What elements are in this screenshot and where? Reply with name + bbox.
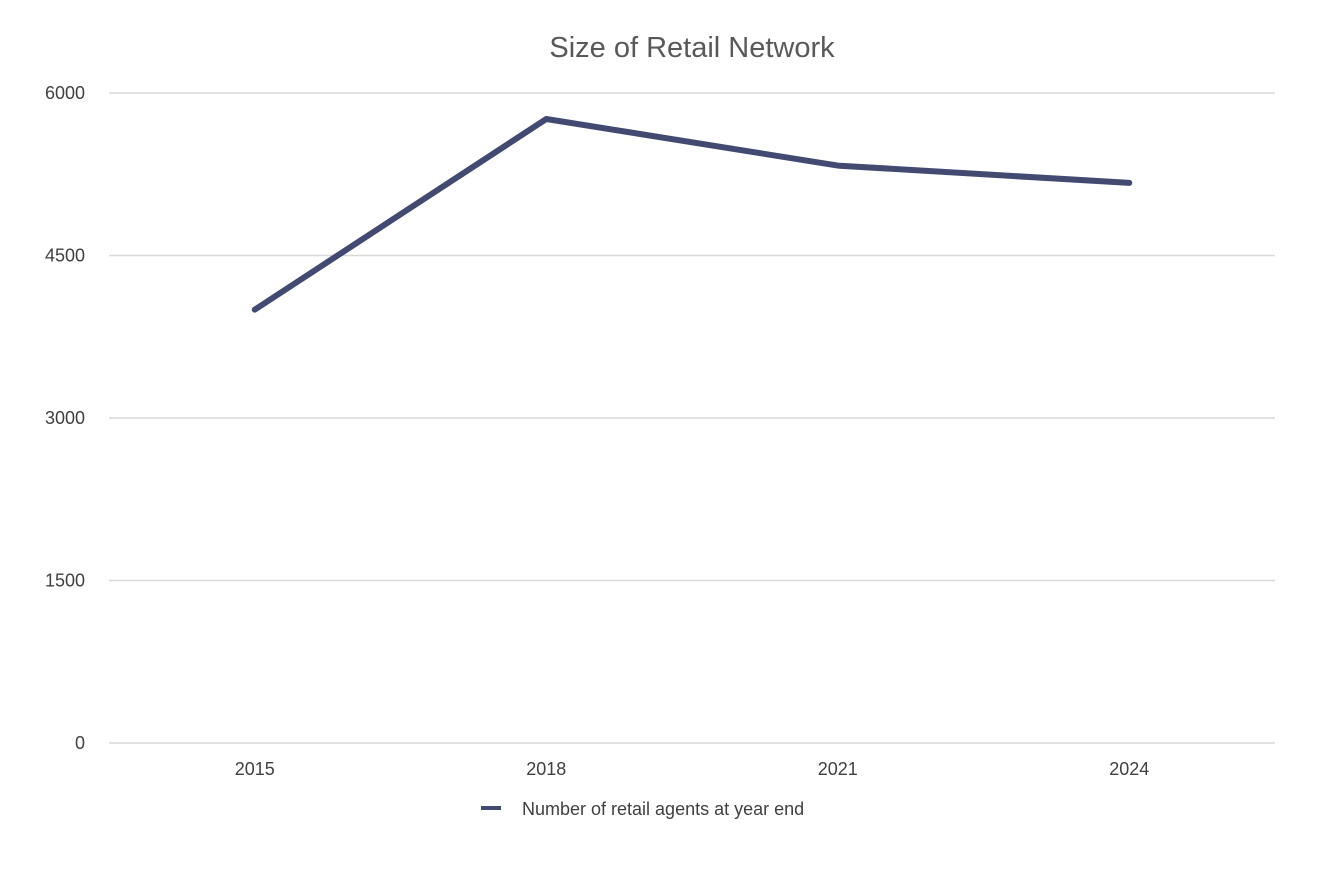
- y-tick-label: 4500: [45, 246, 85, 266]
- series-line: [255, 119, 1130, 310]
- chart-title: Size of Retail Network: [549, 32, 835, 64]
- y-tick-label: 3000: [45, 408, 85, 428]
- y-tick-label: 0: [75, 733, 85, 753]
- legend: Number of retail agents at year end: [481, 799, 804, 819]
- y-tick-label: 6000: [45, 83, 85, 103]
- legend-label: Number of retail agents at year end: [522, 799, 804, 819]
- y-tick-label: 1500: [45, 571, 85, 591]
- x-tick-label: 2021: [818, 759, 858, 779]
- x-tick-label: 2015: [235, 759, 275, 779]
- x-tick-label: 2024: [1109, 759, 1149, 779]
- x-tick-label: 2018: [526, 759, 566, 779]
